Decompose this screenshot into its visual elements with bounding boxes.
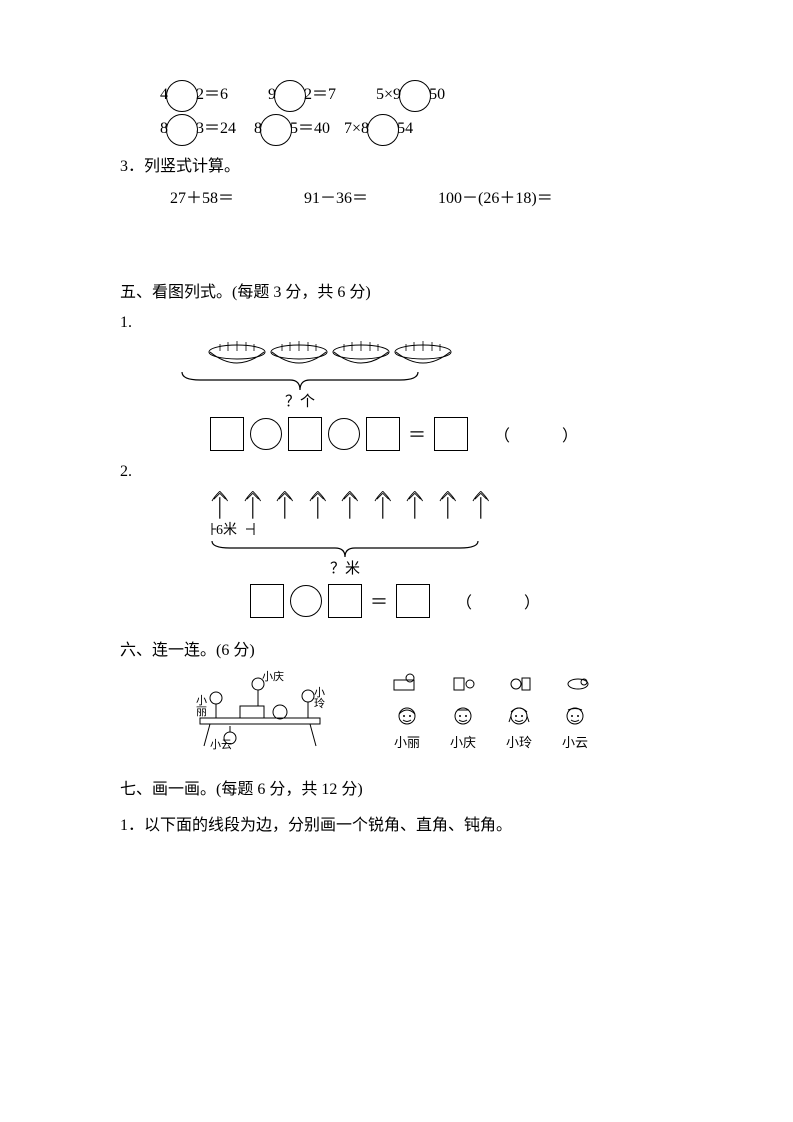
unit-paren[interactable]: （ ） — [456, 589, 558, 613]
face-option[interactable]: 小玲 — [502, 704, 536, 751]
eq-mid: 3 — [196, 120, 204, 140]
eq-rhs: ＝40 — [298, 114, 330, 140]
brace-label: ？米 — [210, 557, 480, 578]
blank-square[interactable] — [396, 584, 430, 618]
bowl-icon — [268, 340, 330, 370]
face-name: 小玲 — [502, 732, 536, 751]
op-circle[interactable] — [166, 114, 198, 146]
bowl-icon — [206, 340, 268, 370]
op-eq-4: 8 3 ＝24 — [160, 114, 236, 140]
tree-icon — [275, 489, 295, 521]
eq-rhs: ＝6 — [204, 80, 228, 106]
eq-mid: 2 — [304, 86, 312, 106]
eq-lhs: 7×8 — [344, 120, 369, 140]
blank-circle[interactable] — [250, 418, 282, 450]
section-7-title: 七、画一画。(每题 6 分，共 12 分) — [120, 775, 673, 799]
eq-lhs: 5×9 — [376, 86, 401, 106]
blank-square[interactable] — [288, 417, 322, 451]
calc-item: 91－36＝ — [304, 184, 368, 208]
face-option[interactable]: 小云 — [558, 704, 592, 751]
blank-square[interactable] — [328, 584, 362, 618]
bowls-diagram — [180, 340, 480, 370]
face-view-icon[interactable] — [390, 670, 418, 698]
section-6-title: 六、连一连。(6 分) — [120, 636, 673, 660]
child-face-icon — [561, 704, 589, 732]
op-circle[interactable] — [166, 80, 198, 112]
blank-square[interactable] — [366, 417, 400, 451]
blank-square[interactable] — [250, 584, 284, 618]
connect-diagram: 小丽 小庆 小玲 小云 小丽 小庆 — [190, 670, 673, 757]
p2-label: 2. — [120, 463, 673, 481]
six-meter-label: 6米 — [216, 519, 237, 539]
scene-icon: 小丽 小庆 小玲 小云 — [190, 670, 350, 750]
tree-icon — [243, 489, 263, 521]
blank-circle[interactable] — [328, 418, 360, 450]
op-eq-row-2: 8 3 ＝24 8 5 ＝40 7×8 54 — [120, 114, 673, 140]
svg-text:小云: 小云 — [210, 738, 232, 750]
eq-mid: 5 — [290, 120, 298, 140]
section-5-title: 五、看图列式。(每题 3 分，共 6 分) — [120, 278, 673, 302]
face-view-icon[interactable] — [506, 670, 534, 698]
op-circle[interactable] — [367, 114, 399, 146]
svg-text:玲: 玲 — [314, 697, 325, 710]
tree-icon — [471, 489, 491, 521]
tree-icon — [308, 489, 328, 521]
op-eq-6: 7×8 54 — [344, 114, 413, 140]
brace-label: ？个 — [180, 390, 420, 411]
face-view-icon[interactable] — [448, 670, 476, 698]
op-circle[interactable] — [260, 114, 292, 146]
calc-item: 100－(26＋18)＝ — [438, 184, 553, 208]
unit-paren[interactable]: （ ） — [494, 422, 596, 446]
op-eq-1: 4 2 ＝6 — [160, 80, 228, 106]
op-eq-5: 8 5 ＝40 — [254, 114, 330, 140]
faces-grid: 小丽 小庆 小玲 小云 — [390, 670, 592, 757]
op-circle[interactable] — [274, 80, 306, 112]
equals-sign: ＝ — [406, 421, 428, 447]
op-eq-row-1: 4 2 ＝6 9 2 ＝7 5×9 50 — [120, 80, 673, 106]
face-view-icon[interactable] — [564, 670, 592, 698]
tree-diagram — [210, 489, 490, 521]
eq-mid: 50 — [429, 86, 445, 106]
blank-circle[interactable] — [290, 585, 322, 617]
svg-text:小庆: 小庆 — [262, 670, 284, 683]
q3-items: 27＋58＝ 91－36＝ 100－(26＋18)＝ — [120, 184, 673, 208]
q3-label: 3．列竖式计算。 — [120, 152, 673, 176]
svg-text:丽: 丽 — [196, 706, 207, 718]
eq-mid: 54 — [397, 120, 413, 140]
six-meter-marker: 6米 — [210, 521, 490, 539]
face-option[interactable]: 小丽 — [390, 704, 424, 751]
child-face-icon — [393, 704, 421, 732]
face-name: 小云 — [558, 732, 592, 751]
blank-equation-1: ＝ （ ） — [210, 417, 673, 451]
tree-icon — [210, 489, 230, 521]
eq-mid: 2 — [196, 86, 204, 106]
brace-icon — [210, 539, 480, 559]
op-circle[interactable] — [399, 80, 431, 112]
blank-square[interactable] — [434, 417, 468, 451]
tree-icon — [373, 489, 393, 521]
bowl-icon — [330, 340, 392, 370]
face-name: 小庆 — [446, 732, 480, 751]
eq-rhs: ＝7 — [312, 80, 336, 106]
equals-sign: ＝ — [368, 588, 390, 614]
blank-square[interactable] — [210, 417, 244, 451]
q7-1-text: 1．以下面的线段为边，分别画一个锐角、直角、钝角。 — [120, 811, 673, 835]
face-option[interactable]: 小庆 — [446, 704, 480, 751]
child-face-icon — [449, 704, 477, 732]
tree-icon — [438, 489, 458, 521]
tree-icon — [405, 489, 425, 521]
p1-label: 1. — [120, 314, 673, 332]
bowl-icon — [392, 340, 454, 370]
face-name: 小丽 — [390, 732, 424, 751]
eq-rhs: ＝24 — [204, 114, 236, 140]
brace-icon — [180, 370, 420, 392]
op-eq-2: 9 2 ＝7 — [268, 80, 336, 106]
calc-item: 27＋58＝ — [170, 184, 234, 208]
op-eq-3: 5×9 50 — [376, 80, 445, 106]
tree-icon — [340, 489, 360, 521]
blank-equation-2: ＝ （ ） — [250, 584, 673, 618]
child-face-icon — [505, 704, 533, 732]
